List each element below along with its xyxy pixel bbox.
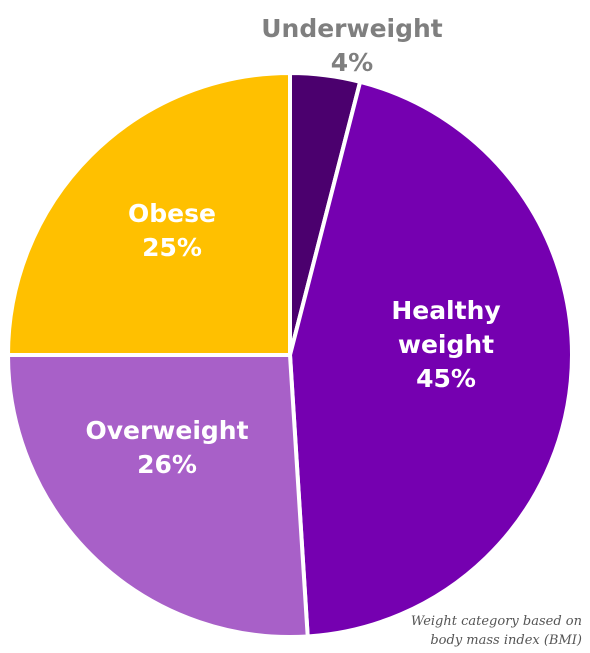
slice-category: weight (398, 330, 494, 359)
slice-label-underweight: Underweight 4% (261, 14, 443, 77)
slice-category: Obese (128, 199, 216, 228)
slice-percent: 45% (416, 364, 476, 393)
slice-category: Healthy (391, 296, 500, 325)
slice-category: Underweight (261, 14, 443, 43)
pie-slice-obese (6, 71, 292, 357)
slice-percent: 26% (137, 450, 197, 479)
footnote-line-1: Weight category based on (410, 614, 582, 629)
footnote-line-2: body mass index (BMI) (430, 633, 582, 648)
slice-percent: 25% (142, 233, 202, 262)
slice-label-healthy-weight: Healthy weight 45% (391, 296, 500, 393)
slice-percent: 4% (331, 48, 373, 77)
chart-footnote: Weight category based on body mass index… (342, 612, 582, 650)
pie-slice-overweight (6, 353, 310, 639)
slice-label-overweight: Overweight 26% (85, 416, 248, 479)
pie-slices (6, 71, 574, 639)
slice-label-obese: Obese 25% (128, 199, 216, 262)
slice-labels: Underweight 4% Healthy weight 45% Overweight 2… (85, 14, 500, 479)
pie-slice-healthy-weight (288, 79, 574, 639)
slice-category: Overweight (85, 416, 248, 445)
